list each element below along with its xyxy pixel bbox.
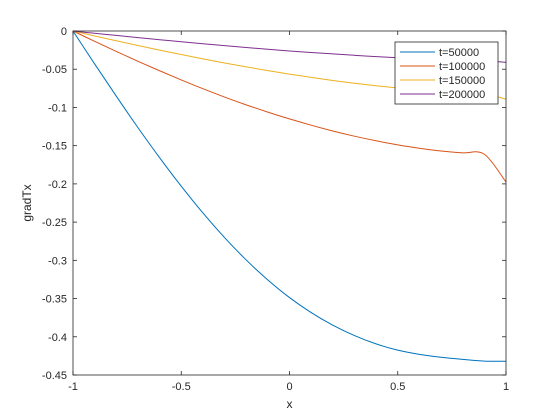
x-tick-label: -1 xyxy=(68,381,78,393)
y-tick-label: -0.25 xyxy=(42,217,67,229)
legend: t=50000 t=100000 t=150000 t=200000 xyxy=(394,41,499,105)
x-axis-label: x xyxy=(287,397,293,411)
y-tick-label: -0.15 xyxy=(42,141,67,153)
series-layer xyxy=(72,30,507,362)
y-tick-label: -0.3 xyxy=(48,255,67,267)
y-tick-label: -0.4 xyxy=(48,332,67,344)
x-ticks: -1 -0.5 0 0.5 1 xyxy=(68,31,509,393)
y-ticks: 0 -0.05 -0.1 -0.15 -0.2 -0.25 -0.3 -0.35 -0.4 -0.… xyxy=(42,26,506,382)
y-tick-label: -0.1 xyxy=(48,102,67,114)
series-line-1 xyxy=(72,30,507,362)
x-tick-label: -0.5 xyxy=(172,381,191,393)
y-tick-label: -0.2 xyxy=(48,179,67,191)
legend-label-1: t=50000 xyxy=(439,47,479,59)
x-tick-label: 1 xyxy=(503,381,509,393)
y-tick-label: 0 xyxy=(61,26,67,38)
y-tick-label: -0.45 xyxy=(42,370,67,382)
x-tick-label: 0.5 xyxy=(390,381,405,393)
series-line-2 xyxy=(72,30,507,183)
legend-label-2: t=100000 xyxy=(439,61,485,73)
legend-label-4: t=200000 xyxy=(439,89,485,101)
y-tick-label: -0.35 xyxy=(42,294,67,306)
y-tick-label: -0.05 xyxy=(42,64,67,76)
y-axis-label: gradTx xyxy=(20,184,34,221)
legend-label-3: t=150000 xyxy=(439,75,485,87)
x-tick-label: 0 xyxy=(286,381,292,393)
